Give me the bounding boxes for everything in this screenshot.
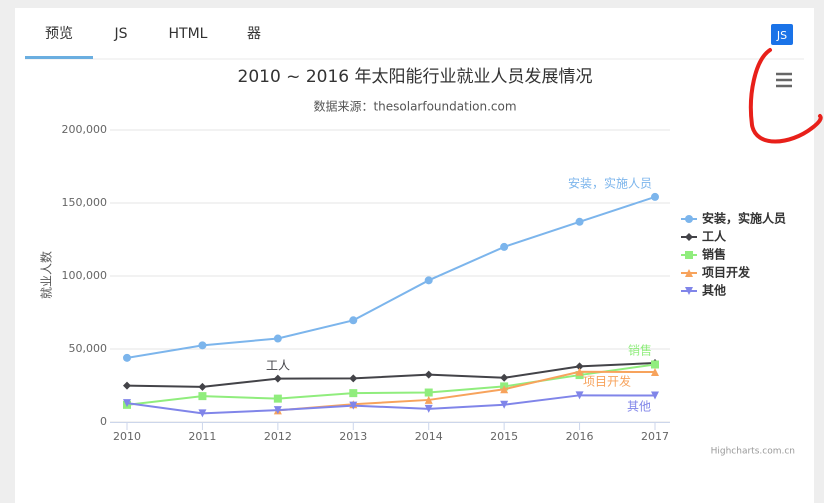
series-line: [126, 363, 656, 406]
point: [424, 388, 433, 397]
y-tick-label: 0: [100, 415, 107, 428]
chart-title: 2010 ~ 2016 年太阳能行业就业人员发展情况: [238, 67, 593, 87]
js-badge[interactable]: [771, 24, 793, 45]
series-label: 项目开发: [583, 374, 631, 389]
x-tick-label: 2015: [490, 430, 518, 443]
series-line: [126, 394, 656, 415]
point: [123, 381, 131, 390]
panel: [15, 8, 814, 503]
x-tick-label: 2010: [113, 430, 141, 443]
chart-subtitle: 数据来源：thesolarfoundation.com: [313, 99, 516, 114]
series-label: 工人: [266, 359, 290, 373]
point: [349, 374, 358, 383]
legend-label[interactable]: 工人: [702, 229, 727, 244]
point: [349, 316, 358, 325]
active-tab-indicator: [25, 56, 93, 59]
legend-label[interactable]: 安装，实施人员: [702, 211, 786, 226]
point: [575, 217, 584, 226]
point: [273, 394, 282, 403]
point: [198, 409, 207, 418]
tab[interactable]: JS: [113, 26, 127, 42]
point: [651, 192, 659, 201]
point: [424, 404, 433, 413]
legend-label[interactable]: 项目开发: [702, 265, 751, 280]
point: [198, 341, 207, 350]
point: [685, 269, 693, 277]
point: [123, 353, 131, 362]
point: [500, 385, 509, 394]
y-axis-title: 就业人数: [39, 251, 54, 299]
js-badge-label: JS: [776, 29, 787, 42]
point: [500, 373, 509, 382]
x-tick-label: 2011: [188, 430, 216, 443]
point: [575, 362, 584, 371]
series-line: [126, 361, 656, 388]
y-tick-label: 100,000: [62, 269, 108, 282]
x-tick-label: 2017: [641, 430, 669, 443]
point: [575, 367, 584, 376]
point: [273, 406, 282, 415]
x-tick-label: 2016: [566, 430, 594, 443]
point: [198, 392, 207, 401]
point: [651, 391, 659, 400]
legend-label[interactable]: 销售: [702, 247, 726, 262]
tab[interactable]: 预览: [45, 26, 73, 42]
x-tick-label: 2013: [339, 430, 367, 443]
point: [685, 251, 693, 259]
tab[interactable]: HTML: [169, 26, 208, 42]
credits: Highcharts.com.cn: [711, 447, 795, 457]
point: [273, 334, 282, 343]
x-tick-label: 2014: [415, 430, 443, 443]
point: [651, 360, 659, 369]
point: [349, 389, 358, 398]
point: [123, 399, 131, 408]
point: [273, 374, 282, 383]
point: [500, 400, 509, 409]
tab[interactable]: 器: [247, 26, 261, 42]
point: [424, 276, 433, 285]
y-tick-label: 200,000: [62, 123, 108, 136]
point: [500, 242, 509, 251]
y-tick-label: 150,000: [62, 196, 108, 209]
menu-button[interactable]: [776, 72, 792, 88]
point: [685, 287, 693, 295]
point: [575, 391, 584, 400]
annotation-scribble: [748, 48, 823, 144]
point: [349, 401, 358, 410]
series-line: [277, 370, 656, 412]
legend-label[interactable]: 其他: [702, 283, 726, 298]
x-tick-label: 2012: [264, 430, 292, 443]
point: [424, 370, 433, 379]
series-label: 销售: [628, 343, 652, 358]
point: [651, 368, 659, 377]
point: [685, 215, 693, 223]
point: [198, 382, 207, 391]
point: [685, 233, 693, 241]
y-tick-label: 50,000: [69, 342, 108, 355]
series-label: 安装，实施人员: [568, 176, 652, 191]
series-label: 其他: [627, 400, 651, 414]
point: [424, 395, 433, 404]
series-line: [126, 195, 656, 359]
